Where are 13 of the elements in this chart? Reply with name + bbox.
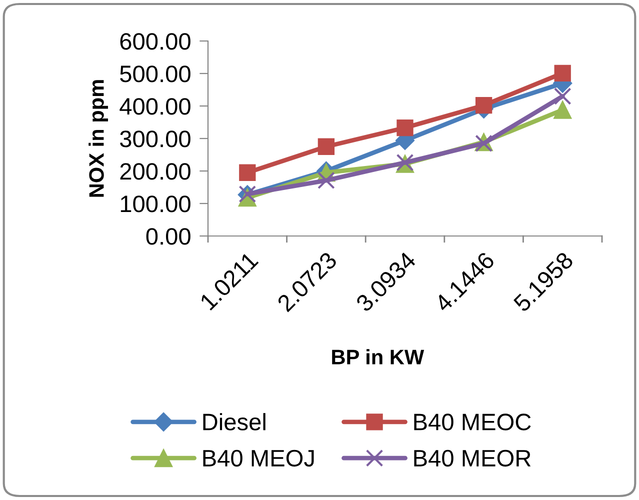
legend-label: B40 MEOJ <box>203 450 314 467</box>
y-tick-label: 200.00 <box>120 163 190 180</box>
y-tick-label: 500.00 <box>120 66 190 82</box>
x-axis-title: BP in KW <box>332 349 424 364</box>
legend-label: B40 MEOR <box>414 450 531 467</box>
y-tick-label: 100.00 <box>120 196 190 212</box>
legend-label: B40 MEOC <box>414 414 531 430</box>
y-tick-label: 0.00 <box>146 228 190 245</box>
y-tick-label: 400.00 <box>120 98 190 115</box>
legend-label: Diesel <box>203 413 266 430</box>
y-tick-label: 600.00 <box>120 33 190 50</box>
y-axis-title: NOX in ppm <box>88 80 108 197</box>
y-tick-label: 300.00 <box>120 130 190 148</box>
